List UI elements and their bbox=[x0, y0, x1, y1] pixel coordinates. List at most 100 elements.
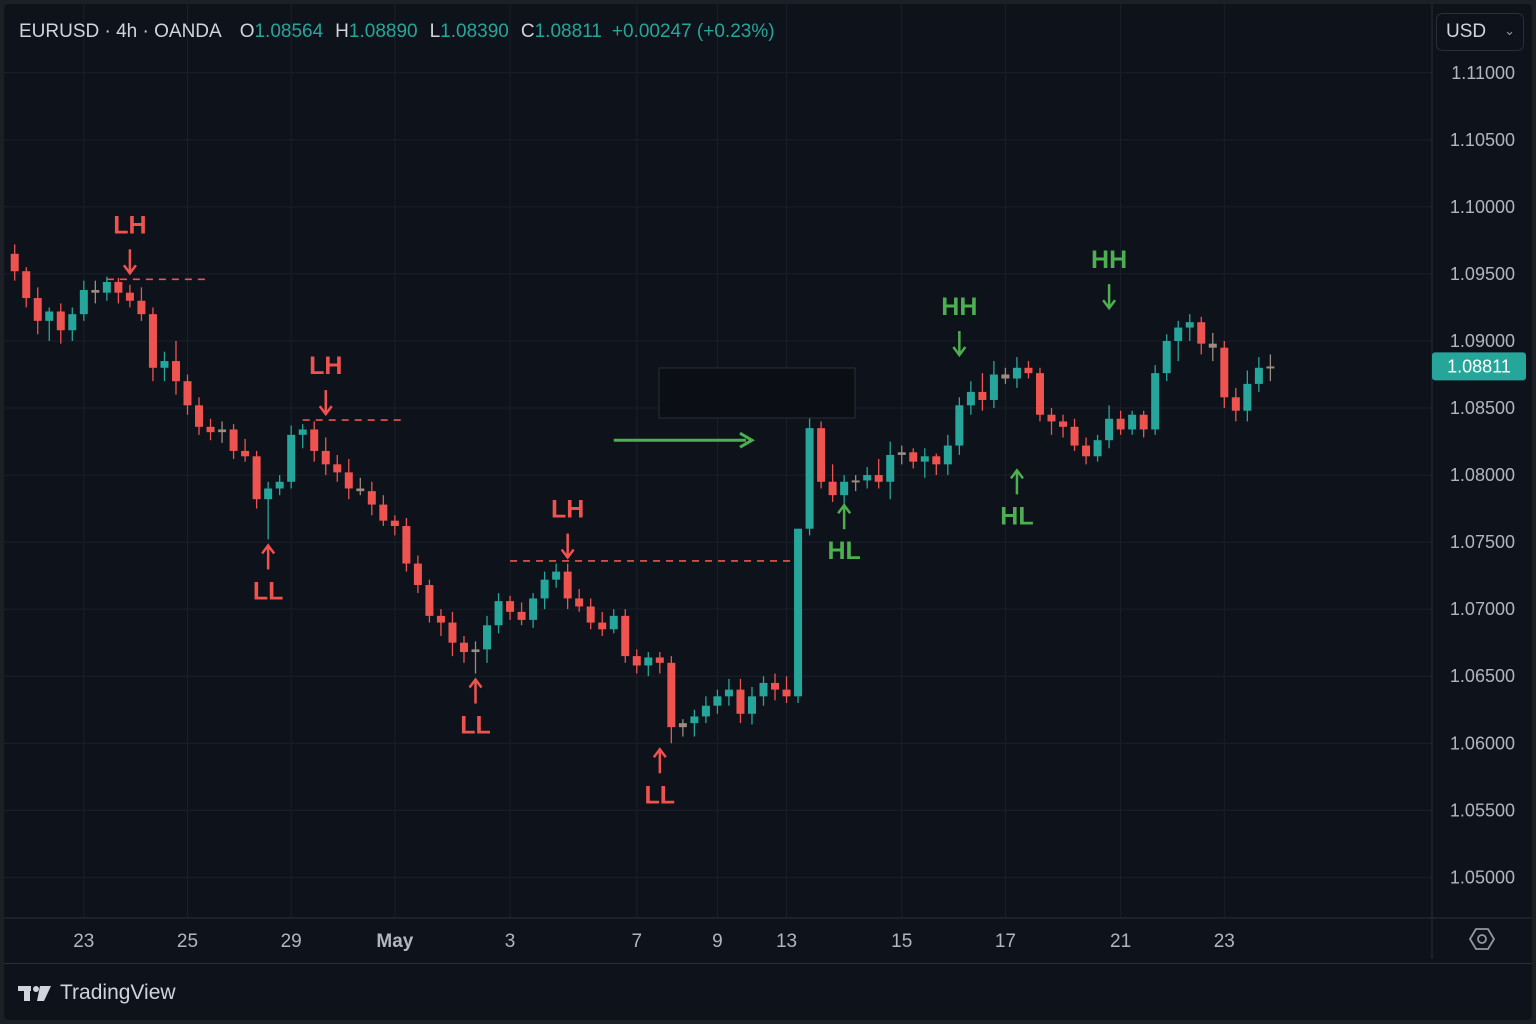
candle bbox=[552, 563, 561, 588]
chart-window: LH LL LH LL LH LL HL HH HL HH 1.11000 1.10500 1.100… bbox=[4, 4, 1532, 1020]
candle bbox=[794, 528, 803, 704]
candle-body bbox=[920, 456, 929, 462]
candle bbox=[713, 689, 722, 714]
candle-body bbox=[563, 571, 572, 599]
candle bbox=[828, 464, 837, 502]
candle-body bbox=[609, 615, 618, 630]
candle bbox=[494, 593, 503, 634]
settings-icon[interactable] bbox=[1468, 925, 1496, 953]
candle bbox=[448, 611, 457, 657]
candle-body bbox=[747, 696, 756, 714]
candle-body bbox=[517, 611, 526, 620]
candle-body bbox=[690, 716, 699, 724]
candle-body bbox=[575, 598, 584, 607]
candle-body bbox=[183, 381, 192, 406]
swing-annotation: HL bbox=[1000, 468, 1034, 530]
tradingview-brand[interactable]: TradingView bbox=[18, 981, 176, 1005]
candle bbox=[436, 609, 445, 636]
time-scale[interactable]: 23 25 29 May 3 7 9 13 15 17 21 23 bbox=[73, 931, 1235, 952]
annotation-label: LL bbox=[645, 781, 676, 809]
symbol-title[interactable]: EURUSD · 4h · OANDA bbox=[19, 21, 222, 42]
candle-body bbox=[713, 696, 722, 706]
candle-body bbox=[483, 625, 492, 650]
grid-lines bbox=[4, 4, 1432, 918]
candle bbox=[1047, 408, 1056, 435]
candle-body bbox=[851, 480, 860, 483]
swing-annotation: LL bbox=[460, 677, 491, 740]
candle bbox=[805, 405, 814, 536]
candle bbox=[1185, 314, 1194, 341]
candle-body bbox=[390, 520, 399, 527]
annotation-arrow-head bbox=[560, 548, 575, 560]
candle bbox=[114, 277, 123, 304]
candle-body bbox=[356, 488, 365, 492]
candle bbox=[517, 602, 526, 626]
candle-body bbox=[448, 622, 457, 643]
candle bbox=[1254, 357, 1263, 392]
candle bbox=[851, 475, 860, 492]
candles bbox=[10, 244, 1275, 744]
candle-body bbox=[667, 662, 676, 728]
currency-select[interactable]: USD ⌄ bbox=[1436, 13, 1524, 51]
candle-body bbox=[171, 361, 180, 382]
open-value: 1.08564 bbox=[254, 21, 324, 42]
candle-body bbox=[736, 689, 745, 714]
candle bbox=[1162, 334, 1171, 382]
candle bbox=[1024, 361, 1033, 379]
candle bbox=[724, 678, 733, 706]
candle-body bbox=[275, 481, 284, 489]
candle-body bbox=[1243, 383, 1252, 411]
annotation-label: LH bbox=[551, 496, 584, 524]
candle-body bbox=[644, 657, 653, 666]
candle-body bbox=[932, 456, 941, 465]
candle-body bbox=[206, 426, 215, 433]
x-tick-label: 13 bbox=[776, 931, 797, 952]
candle-body bbox=[978, 391, 987, 400]
trend-arrow bbox=[613, 431, 755, 449]
close-label: C bbox=[520, 21, 535, 42]
candle-body bbox=[1128, 414, 1137, 430]
price-scale[interactable]: 1.11000 1.10500 1.10000 1.09500 1.09000 1.085… bbox=[1450, 63, 1515, 888]
candle bbox=[356, 477, 365, 496]
x-tick-label: 7 bbox=[631, 931, 642, 952]
x-tick-label: 17 bbox=[995, 931, 1016, 952]
candle bbox=[91, 280, 100, 304]
candle bbox=[125, 284, 134, 308]
candle-body bbox=[874, 475, 883, 482]
candle-body bbox=[45, 311, 54, 321]
candle bbox=[1105, 405, 1114, 449]
candle-body bbox=[1082, 445, 1091, 457]
candle-body bbox=[782, 689, 791, 697]
candle-body bbox=[321, 450, 330, 465]
y-tick-label: 1.08000 bbox=[1450, 465, 1515, 485]
y-tick-label: 1.10500 bbox=[1450, 130, 1515, 150]
candle bbox=[298, 424, 307, 449]
annotation-arrow-head bbox=[652, 747, 667, 759]
annotation-label: LH bbox=[309, 352, 342, 380]
candle-body bbox=[471, 649, 480, 653]
annotation-label: HH bbox=[941, 293, 977, 321]
candle-body bbox=[552, 571, 561, 580]
candle-body bbox=[909, 452, 918, 462]
candle bbox=[782, 676, 791, 704]
annotation-label: LH bbox=[113, 211, 146, 239]
high-label: H bbox=[335, 21, 349, 42]
candle bbox=[264, 481, 273, 540]
candle bbox=[218, 421, 227, 443]
candle bbox=[1001, 367, 1010, 384]
candle bbox=[1174, 320, 1183, 362]
candle bbox=[483, 615, 492, 663]
x-tick-label: 3 bbox=[505, 931, 516, 952]
x-tick-label: 9 bbox=[712, 931, 723, 952]
candle bbox=[1151, 365, 1160, 435]
candle-body bbox=[598, 622, 607, 630]
candle bbox=[747, 686, 756, 725]
candle-body bbox=[229, 429, 238, 451]
candle-body bbox=[1162, 340, 1171, 374]
candle-body bbox=[759, 682, 768, 697]
candle bbox=[1208, 332, 1217, 362]
annotation-arrow-head bbox=[318, 405, 333, 417]
candle bbox=[1012, 357, 1021, 388]
candle-body bbox=[22, 271, 31, 299]
